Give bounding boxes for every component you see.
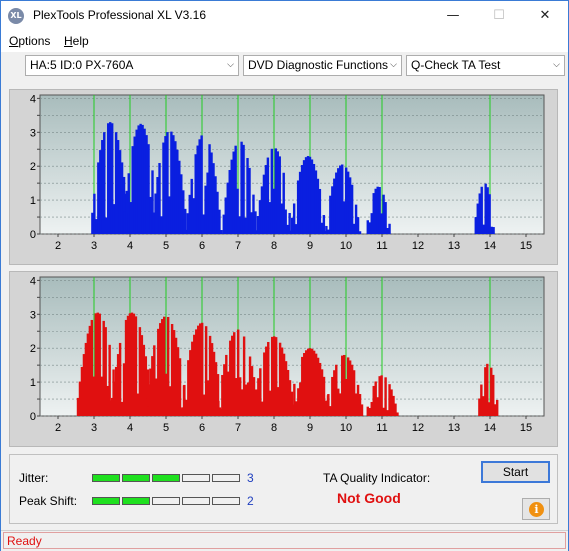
bottom-chart: 012342 3 4 5 6 7 8 9 10 11 12 13 14 15 bbox=[10, 272, 557, 446]
chart-bar bbox=[388, 224, 390, 234]
function-select[interactable]: DVD Diagnostic Functions ⌵ bbox=[243, 55, 402, 76]
x-tick-label: 14 bbox=[484, 422, 496, 434]
chart-bar bbox=[396, 412, 398, 416]
meter-segment bbox=[92, 474, 120, 482]
x-tick-label: 12 bbox=[412, 422, 424, 434]
x-tick-label: 3 bbox=[91, 240, 97, 252]
x-tick-label: 11 bbox=[376, 422, 387, 434]
meter-segment bbox=[122, 497, 150, 505]
status-frame bbox=[3, 532, 566, 549]
drive-select-value: HA:5 ID:0 PX-760A bbox=[30, 58, 133, 72]
window-title: PlexTools Professional XL V3.16 bbox=[33, 8, 206, 22]
x-tick-label: 6 bbox=[199, 422, 205, 434]
peak-shift-label: Peak Shift: bbox=[19, 494, 77, 508]
x-tick-label: 13 bbox=[448, 240, 460, 252]
x-tick-label: 11 bbox=[376, 240, 387, 252]
x-tick-label: 9 bbox=[307, 240, 313, 252]
meter-segment bbox=[122, 474, 150, 482]
chevron-down-icon: ⌵ bbox=[553, 56, 560, 75]
chart-bar bbox=[492, 227, 494, 234]
app-logo-icon: XL bbox=[8, 8, 24, 24]
x-tick-label: 6 bbox=[199, 240, 205, 252]
meter-segment bbox=[182, 497, 210, 505]
x-tick-label: 9 bbox=[307, 422, 313, 434]
top-chart-panel: 0 1 2 3 4 2 3 4 5 6 7 8 9 10 11 12 13 14 15 bbox=[9, 89, 558, 265]
minimize-button[interactable]: — bbox=[430, 1, 476, 31]
info-icon: i bbox=[529, 502, 544, 517]
chevron-down-icon: ⌵ bbox=[227, 56, 234, 75]
x-tick-label: 5 bbox=[163, 240, 169, 252]
meter-segment bbox=[152, 474, 180, 482]
x-tick-label: 4 bbox=[127, 422, 133, 434]
start-button[interactable]: Start bbox=[481, 461, 550, 483]
y-tick-label: 3 bbox=[30, 127, 36, 139]
x-tick-label: 15 bbox=[520, 240, 532, 252]
test-select[interactable]: Q-Check TA Test ⌵ bbox=[406, 55, 565, 76]
x-tick-label: 15 bbox=[520, 422, 532, 434]
top-chart: 012342 3 4 5 6 7 8 9 10 11 12 13 14 15 bbox=[10, 90, 557, 264]
chart-bar bbox=[496, 400, 498, 416]
x-tick-label: 13 bbox=[448, 422, 460, 434]
menu-help[interactable]: Help bbox=[64, 34, 89, 48]
info-button[interactable]: i bbox=[522, 498, 550, 520]
chart-bar bbox=[361, 404, 363, 416]
x-tick-label: 2 bbox=[55, 240, 61, 252]
maximize-button[interactable]: ☐ bbox=[476, 1, 522, 31]
x-tick-label: 7 bbox=[235, 422, 241, 434]
status-bar: Ready bbox=[1, 530, 568, 551]
meter-segment bbox=[212, 497, 240, 505]
chevron-down-icon: ⌵ bbox=[390, 56, 397, 75]
y-tick-label: 2 bbox=[30, 161, 36, 173]
x-tick-label: 12 bbox=[412, 240, 424, 252]
x-tick-label: 10 bbox=[340, 240, 352, 252]
close-button[interactable]: ✕ bbox=[522, 1, 568, 31]
x-tick-label: 3 bbox=[91, 422, 97, 434]
y-tick-label: 1 bbox=[30, 195, 36, 207]
chart-bar bbox=[220, 230, 222, 234]
menu-bar: Options Help bbox=[1, 31, 568, 52]
test-select-value: Q-Check TA Test bbox=[411, 58, 500, 72]
y-tick-label: 4 bbox=[30, 275, 36, 287]
y-tick-label: 4 bbox=[30, 93, 36, 105]
x-tick-label: 14 bbox=[484, 240, 496, 252]
x-tick-label: 10 bbox=[340, 422, 352, 434]
jitter-label: Jitter: bbox=[19, 471, 48, 485]
results-panel: Jitter: 3 Peak Shift: 2 TA Quality Indic… bbox=[9, 454, 558, 524]
drive-select[interactable]: HA:5 ID:0 PX-760A ⌵ bbox=[25, 55, 239, 76]
ta-quality-label: TA Quality Indicator: bbox=[323, 471, 430, 485]
y-tick-label: 2 bbox=[30, 343, 36, 355]
jitter-value: 3 bbox=[247, 471, 254, 485]
meter-segment bbox=[182, 474, 210, 482]
y-tick-label: 1 bbox=[30, 377, 36, 389]
meter-segment bbox=[92, 497, 120, 505]
meter-segment bbox=[212, 474, 240, 482]
peak-shift-value: 2 bbox=[247, 494, 254, 508]
bottom-chart-panel: 0 1 2 3 4 2 3 4 5 6 7 8 9 10 11 12 13 14 15 bbox=[9, 271, 558, 447]
x-tick-label: 8 bbox=[271, 422, 277, 434]
ta-quality-result: Not Good bbox=[337, 490, 401, 506]
x-tick-label: 8 bbox=[271, 240, 277, 252]
x-tick-label: 7 bbox=[235, 240, 241, 252]
x-tick-label: 2 bbox=[55, 422, 61, 434]
x-tick-label: 5 bbox=[163, 422, 169, 434]
status-text: Ready bbox=[7, 534, 42, 548]
function-select-value: DVD Diagnostic Functions bbox=[248, 58, 388, 72]
menu-options[interactable]: Options bbox=[9, 34, 50, 48]
meter-segment bbox=[152, 497, 180, 505]
chart-bar bbox=[179, 358, 181, 416]
title-bar: XL PlexTools Professional XL V3.16 — ☐ ✕ bbox=[1, 1, 568, 31]
x-tick-label: 4 bbox=[127, 240, 133, 252]
y-tick-label: 0 bbox=[30, 411, 36, 423]
y-tick-label: 0 bbox=[30, 229, 36, 241]
chart-bar bbox=[359, 231, 361, 234]
y-tick-label: 3 bbox=[30, 309, 36, 321]
